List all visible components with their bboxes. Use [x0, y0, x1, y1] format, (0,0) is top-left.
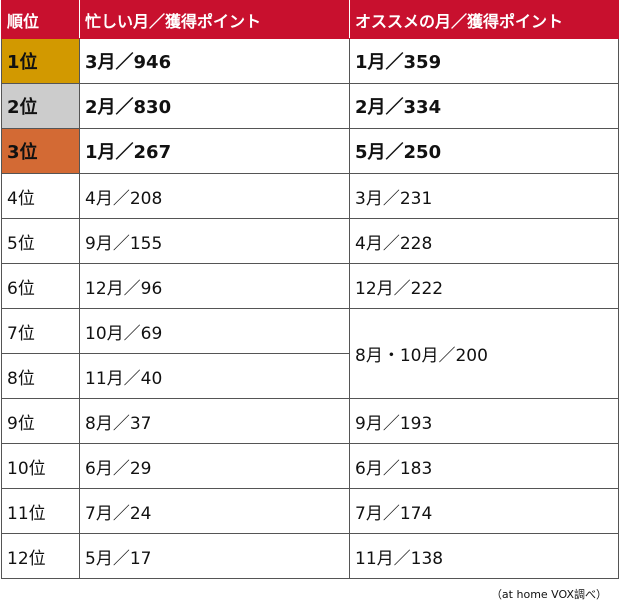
header-busy-month: 忙しい月／獲得ポイント — [79, 0, 350, 39]
recommended-cell: 6月／183 — [349, 443, 619, 489]
table-row: 4位 4月／208 3月／231 — [1, 173, 619, 219]
recommended-cell: 7月／174 — [349, 488, 619, 534]
rank-cell: 11位 — [1, 488, 80, 534]
busy-cell: 4月／208 — [79, 173, 350, 219]
table-row: 3位 1月／267 5月／250 — [1, 128, 619, 174]
header-row: 順位 忙しい月／獲得ポイント オススメの月／獲得ポイント — [1, 0, 619, 39]
ranking-table: 順位 忙しい月／獲得ポイント オススメの月／獲得ポイント 1位 3月／946 1… — [1, 0, 619, 579]
recommended-cell: 5月／250 — [349, 128, 619, 174]
rank-cell: 8位 — [1, 353, 80, 399]
table-row: 5位 9月／155 4月／228 — [1, 218, 619, 264]
rank-cell: 7位 — [1, 308, 80, 354]
rank-cell: 12位 — [1, 533, 80, 579]
rank-cell: 5位 — [1, 218, 80, 264]
busy-cell: 3月／946 — [79, 38, 350, 84]
recommended-cell: 1月／359 — [349, 38, 619, 84]
busy-cell: 11月／40 — [79, 353, 350, 399]
recommended-cell: 11月／138 — [349, 533, 619, 579]
recommended-cell: 4月／228 — [349, 218, 619, 264]
table-row: 2位 2月／830 2月／334 — [1, 83, 619, 129]
busy-cell: 9月／155 — [79, 218, 350, 264]
table-row: 11位 7月／24 7月／174 — [1, 488, 619, 534]
header-rank: 順位 — [1, 0, 80, 39]
rank-cell: 9位 — [1, 398, 80, 444]
recommended-cell: 3月／231 — [349, 173, 619, 219]
busy-cell: 7月／24 — [79, 488, 350, 534]
busy-cell: 12月／96 — [79, 263, 350, 309]
recommended-cell-merged: 8月・10月／200 — [349, 308, 619, 399]
busy-cell: 2月／830 — [79, 83, 350, 129]
recommended-cell: 12月／222 — [349, 263, 619, 309]
busy-cell: 8月／37 — [79, 398, 350, 444]
table-body: 1位 3月／946 1月／359 2位 2月／830 2月／334 3位 1月／… — [1, 38, 619, 579]
rank-cell-bronze: 3位 — [1, 128, 80, 174]
recommended-cell: 9月／193 — [349, 398, 619, 444]
table-row: 6位 12月／96 12月／222 — [1, 263, 619, 309]
table-row: 12位 5月／17 11月／138 — [1, 533, 619, 579]
rank-cell: 6位 — [1, 263, 80, 309]
table-row: 8位 11月／40 — [1, 353, 619, 399]
source-note: （at home VOX調べ） — [490, 588, 607, 601]
rank-cell-silver: 2位 — [1, 83, 80, 129]
busy-cell: 1月／267 — [79, 128, 350, 174]
table-header: 順位 忙しい月／獲得ポイント オススメの月／獲得ポイント — [1, 0, 619, 39]
rank-cell: 10位 — [1, 443, 80, 489]
table-row: 10位 6月／29 6月／183 — [1, 443, 619, 489]
rank-cell: 4位 — [1, 173, 80, 219]
busy-cell: 5月／17 — [79, 533, 350, 579]
rank-cell-gold: 1位 — [1, 38, 80, 84]
table-row: 9位 8月／37 9月／193 — [1, 398, 619, 444]
recommended-cell: 2月／334 — [349, 83, 619, 129]
table-row: 7位 10月／69 8月・10月／200 — [1, 308, 619, 399]
busy-cell: 6月／29 — [79, 443, 350, 489]
table-row: 1位 3月／946 1月／359 — [1, 38, 619, 84]
header-recommended-month: オススメの月／獲得ポイント — [349, 0, 619, 39]
busy-cell: 10月／69 — [79, 308, 350, 354]
